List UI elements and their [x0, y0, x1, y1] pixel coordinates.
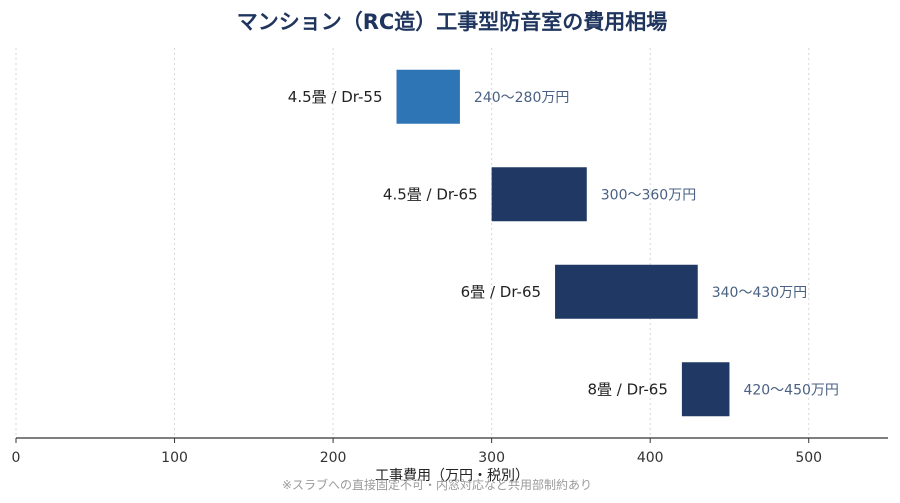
- chart-title: マンション（RC造）工事型防音室の費用相場: [237, 10, 668, 34]
- bar: [681, 362, 730, 417]
- x-tick-label: 300: [478, 450, 505, 466]
- grid-lines: [15, 48, 810, 438]
- value-label: 340〜430万円: [712, 285, 807, 301]
- x-tick-label: 400: [637, 450, 664, 466]
- value-label: 240〜280万円: [474, 90, 569, 106]
- x-tick-label: 100: [161, 450, 188, 466]
- x-tick-label: 0: [12, 450, 21, 466]
- x-ticks: 0 100 200 300 400 500: [12, 438, 822, 466]
- footnote: ※スラブへの直接固定不可・内窓対応など共用部制約あり: [282, 477, 592, 492]
- x-axis-label: 工事費用（万円・税別）: [375, 468, 529, 484]
- bar: [491, 167, 587, 222]
- labels-group: 4.5畳 / Dr-55 240〜280万円 4.5畳 / Dr-65 300〜360…: [288, 88, 839, 399]
- bar: [396, 69, 460, 124]
- x-tick-label: 200: [320, 450, 347, 466]
- category-label: 6畳 / Dr-65: [461, 283, 541, 301]
- value-label: 300〜360万円: [601, 187, 696, 203]
- category-label: 4.5畳 / Dr-55: [288, 88, 383, 106]
- category-label: 4.5畳 / Dr-65: [383, 185, 478, 203]
- bars-group: [396, 69, 730, 417]
- x-tick-label: 500: [795, 450, 822, 466]
- value-label: 420〜450万円: [743, 382, 838, 398]
- bar: [555, 264, 698, 319]
- category-label: 8畳 / Dr-65: [587, 380, 667, 398]
